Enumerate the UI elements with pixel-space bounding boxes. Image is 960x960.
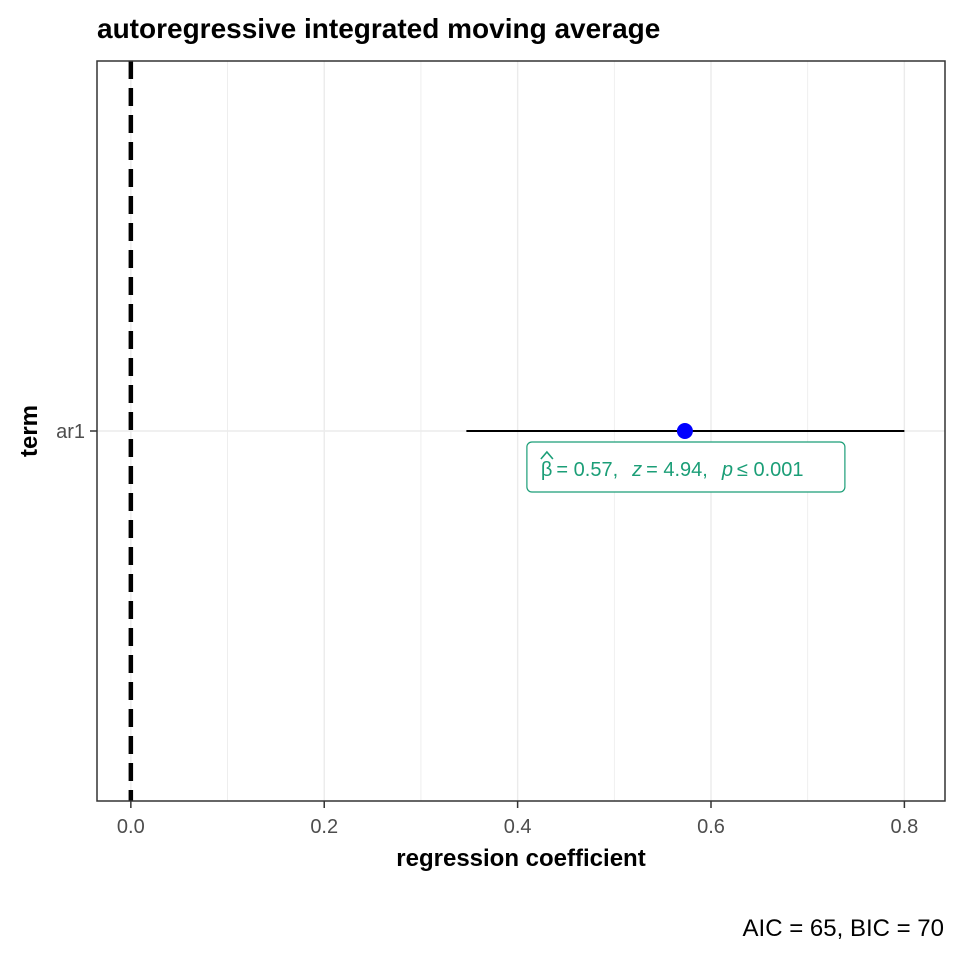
model-fit-caption: AIC = 65, BIC = 70 [743, 915, 944, 942]
x-axis-ticks: 0.0 0.2 0.4 0.6 0.8 [117, 801, 918, 838]
x-tick-label: 0.0 [117, 816, 145, 838]
coefficient-label: β = 0.57, z = 4.94, p ≤ 0.001 [541, 459, 804, 481]
p-value: ≤ 0.001 [737, 459, 804, 481]
z-value: = 4.94, [646, 459, 708, 481]
y-axis-title: term [16, 405, 43, 457]
coefficient-label-box [526, 441, 846, 493]
data-layer: β = 0.57, z = 4.94, p ≤ 0.001 [466, 423, 905, 493]
y-axis-ticks: ar1 [56, 421, 97, 443]
beta-value: = 0.57, [556, 459, 618, 481]
x-tick-label: 0.4 [504, 816, 532, 838]
coefficient-point [676, 423, 693, 439]
x-tick-label: 0.6 [697, 816, 725, 838]
x-axis-title: regression coefficient [396, 845, 645, 872]
beta-symbol: β [541, 459, 553, 481]
x-tick-label: 0.2 [310, 816, 338, 838]
p-symbol: p [721, 459, 733, 481]
chart-title: autoregressive integrated moving average [97, 13, 660, 44]
z-symbol: z [631, 459, 642, 481]
beta-hat-mark [540, 450, 554, 460]
x-tick-label: 0.8 [890, 816, 918, 838]
y-tick-label: ar1 [56, 421, 85, 443]
